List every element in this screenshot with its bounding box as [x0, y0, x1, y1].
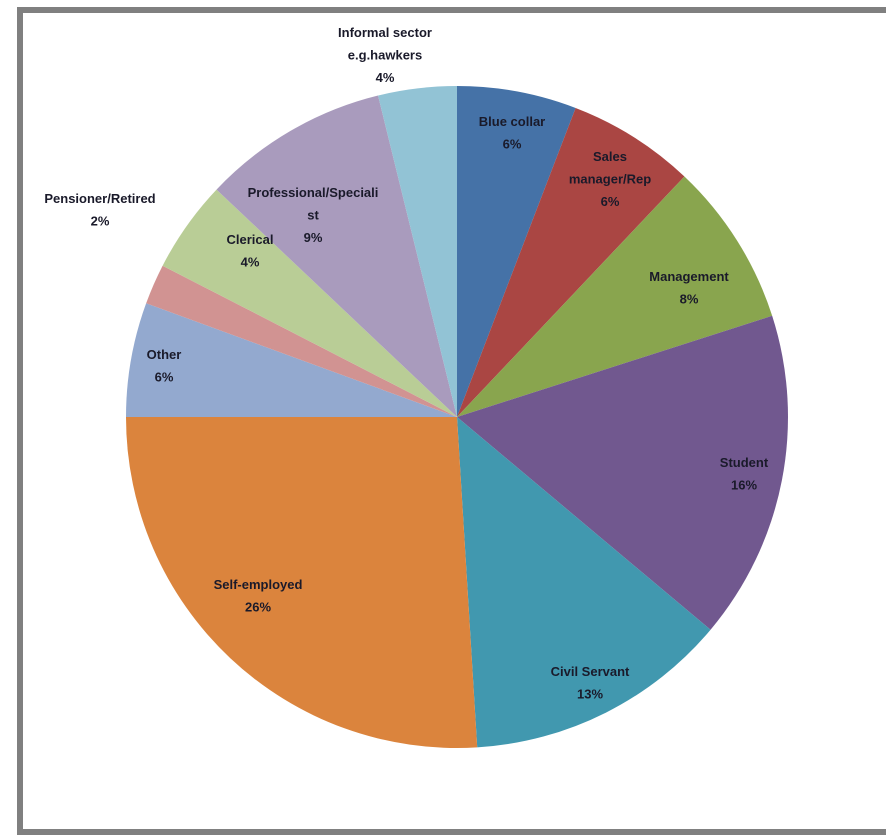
- pie-slice-self-employed: [126, 417, 478, 748]
- pie-slice-other: [126, 303, 457, 417]
- data-label: Pensioner/Retired 2%: [44, 191, 155, 229]
- pie-slice-sales-manager-rep: [457, 107, 685, 417]
- data-label: Blue collar 6%: [479, 114, 545, 152]
- pie-slices: [126, 85, 788, 748]
- data-label: Management 8%: [649, 269, 729, 307]
- data-label: Professional/Speciali st 9%: [248, 185, 379, 245]
- pie-labels: Blue collar 6% Sales manager/Rep 6% Managemen…: [44, 25, 768, 702]
- pie-slice-blue-collar: [457, 86, 576, 417]
- pie-slice-civil-servant: [457, 417, 711, 748]
- pie-slice-clerical: [162, 189, 457, 417]
- data-label: Civil Servant 13%: [551, 664, 630, 702]
- pie-slice-management: [457, 176, 773, 417]
- data-label: Informal sector e.g.hawkers 4%: [338, 25, 432, 85]
- data-label: Student 16%: [720, 455, 769, 493]
- data-label: Clerical 4%: [227, 232, 274, 270]
- data-label: Self-employed 26%: [214, 577, 303, 615]
- data-label: Other 6%: [147, 347, 182, 385]
- pie-slice-professional-specialist: [216, 95, 457, 418]
- pie-slice-pensioner-retired: [146, 265, 457, 417]
- pie-slice-informal-sector-e-g-hawkers: [378, 85, 457, 417]
- data-label: Sales manager/Rep 6%: [569, 149, 651, 209]
- pie-slice-student: [457, 315, 788, 630]
